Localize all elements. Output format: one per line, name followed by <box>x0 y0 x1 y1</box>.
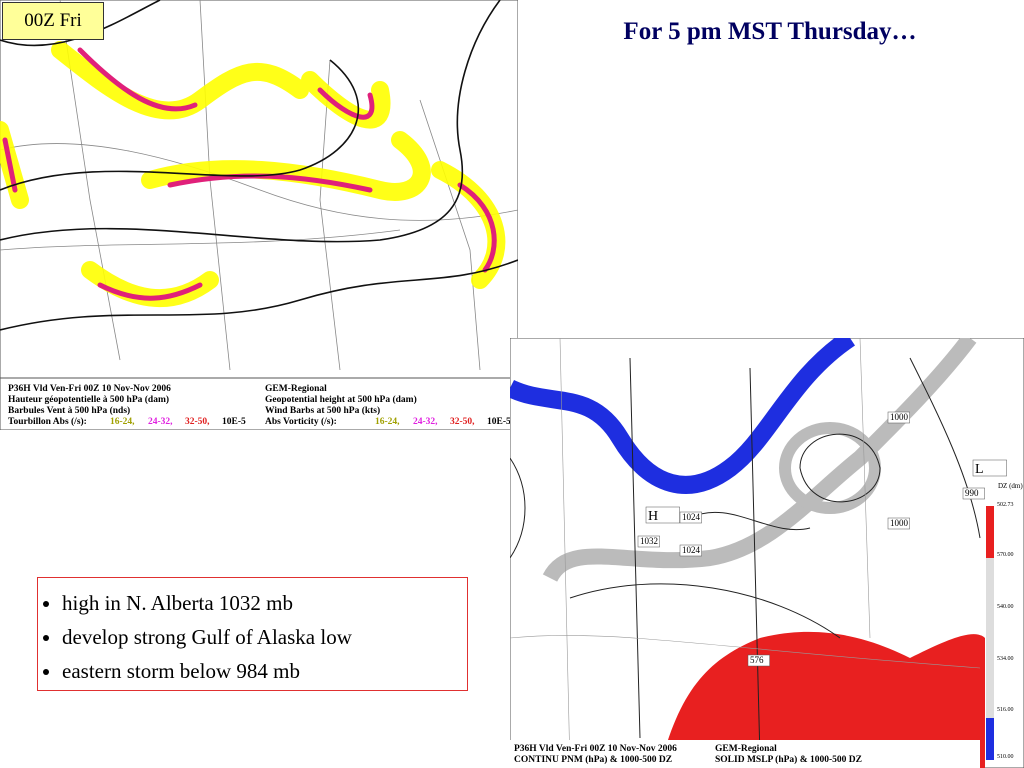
legend-text: Geopotential height at 500 hPa (dam) <box>265 394 417 405</box>
legend-scale: 10E-5 <box>222 417 246 427</box>
legend-scale: 24-32, <box>148 417 173 427</box>
label-box <box>637 535 660 548</box>
legend-text: SOLID MSLP (hPa) & 1000-500 DZ <box>715 754 862 765</box>
pressure-map: P36H Vld Ven-Fri 00Z 10 Nov-Nov 2006CONT… <box>510 338 1024 768</box>
pressure-label: 1032 <box>640 536 658 546</box>
bullet: high in N. Alberta 1032 mb <box>62 586 467 620</box>
legend-text: GEM-Regional <box>265 384 327 394</box>
label-box <box>962 487 985 500</box>
colorbar-label: 510.00 <box>997 754 1014 760</box>
label-box <box>747 654 770 667</box>
label-box <box>887 411 910 424</box>
legend-text: P36H Vld Ven-Fri 00Z 10 Nov-Nov 2006 <box>514 744 677 754</box>
legend-text: Barbules Vent à 500 hPa (nds) <box>8 405 130 416</box>
label-box <box>887 517 910 530</box>
colorbar-label: 516.00 <box>997 707 1014 713</box>
bullet: develop strong Gulf of Alaska low <box>62 620 467 654</box>
label-box <box>679 544 702 557</box>
legend-text: Wind Barbs at 500 hPa (kts) <box>265 405 380 416</box>
legend-text: Abs Vorticity (/s): <box>265 416 337 427</box>
legend-scale: 16-24, <box>110 417 135 427</box>
legend-scale: 24-32, <box>413 417 438 427</box>
pressure-label: H <box>648 509 658 524</box>
colorbar-label: 502.73 <box>997 502 1014 508</box>
legend-scale: 16-24, <box>375 417 400 427</box>
legend-scale: 32-50, <box>450 417 475 427</box>
pressure-label: 1024 <box>682 512 701 522</box>
map-legend: P36H Vld Ven-Fri 00Z 10 Nov-Nov 2006CONT… <box>514 411 1023 765</box>
vorticity-map: P36H Vld Ven-Fri 00Z 10 Nov-Nov 2006Haut… <box>0 0 518 430</box>
colorbar-label: 534.00 <box>997 656 1014 662</box>
label-box <box>972 459 1007 477</box>
pressure-label: 990 <box>965 488 979 498</box>
pressure-label: L <box>975 462 984 477</box>
label-box <box>645 506 680 524</box>
slide-label: 00Z Fri <box>2 2 104 40</box>
legend-text: GEM-Regional <box>715 744 777 754</box>
legend-text: P36H Vld Ven-Fri 00Z 10 Nov-Nov 2006 <box>8 384 171 394</box>
slide-title: For 5 pm MST Thursday… <box>623 18 917 45</box>
pressure-label: 576 <box>750 655 764 665</box>
pressure-label: 1000 <box>890 412 909 422</box>
legend-text: Tourbillon Abs (/s): <box>8 416 87 427</box>
pressure-label: 1000 <box>890 518 909 528</box>
bullet-list: high in N. Alberta 1032 mbdevelop strong… <box>38 586 467 688</box>
legend-scale: 10E-5 <box>487 417 511 427</box>
pressure-label: 1024 <box>682 545 701 555</box>
legend-text: Hauteur géopotentielle à 500 hPa (dam) <box>8 394 169 405</box>
map-legend: P36H Vld Ven-Fri 00Z 10 Nov-Nov 2006Haut… <box>8 384 511 427</box>
colorbar-label: 570.00 <box>997 552 1014 558</box>
colorbar-label: 540.00 <box>997 604 1014 610</box>
bullet: eastern storm below 984 mb <box>62 654 467 688</box>
legend-text: CONTINU PNM (hPa) & 1000-500 DZ <box>514 754 672 765</box>
legend-scale: 32-50, <box>185 417 210 427</box>
bullet-box: high in N. Alberta 1032 mbdevelop strong… <box>37 577 468 691</box>
label-box <box>679 511 702 524</box>
colorbar-title: DZ (dm) <box>998 482 1023 490</box>
